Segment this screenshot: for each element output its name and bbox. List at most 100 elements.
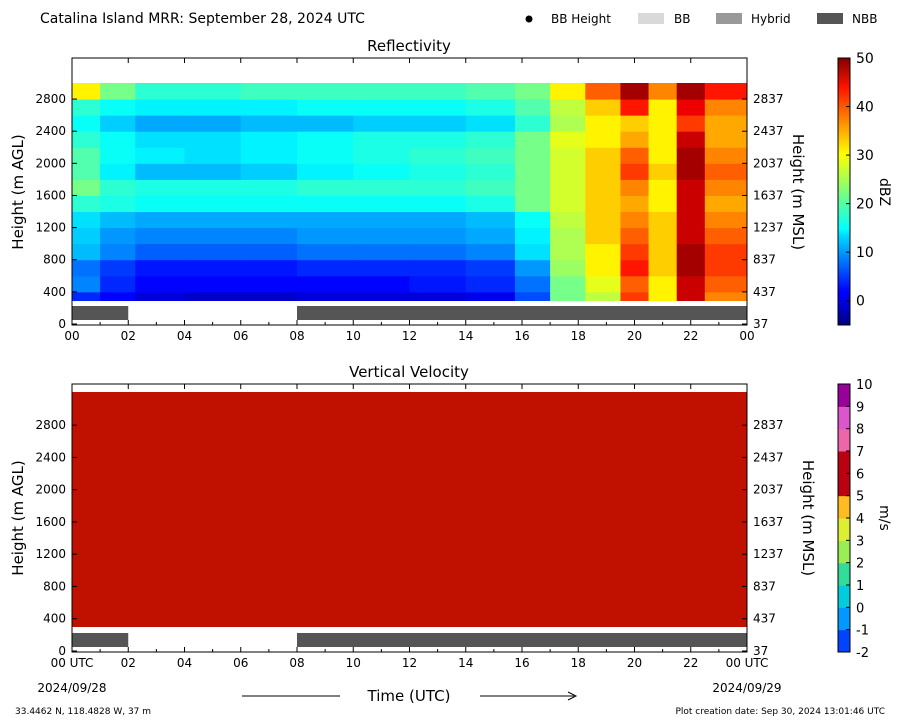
y-tick-label: 2400 [35,124,66,138]
heatmap-cell [550,147,586,164]
x-tick-label: 22 [683,329,698,343]
legend-bb-height-marker [525,15,533,23]
heatmap-cell [409,275,467,293]
heatmap-cell [240,179,298,196]
heatmap-cell [100,147,136,164]
colorbar-tick-label: 0 [856,294,865,310]
x-tick-label: 12 [402,656,417,670]
y-tick-label: 1600 [35,188,66,202]
heatmap-cell [240,115,298,132]
x-tick-label: 14 [458,656,473,670]
heatmap-cell [648,83,678,100]
heatmap-cell [704,179,747,196]
heatmap-cell [240,291,298,301]
heatmap-cell [648,275,678,293]
heatmap-cell [514,291,551,301]
y-tick-label-right: 1637 [753,515,784,529]
heatmap-cell [72,163,101,180]
heatmap-cell [72,99,101,116]
station-location: 33.4462 N, 118.4828 W, 37 m [15,707,151,717]
heatmap-cell [676,227,706,245]
heatmap-cell [585,115,621,132]
heatmap-cell [620,115,650,132]
x-tick-label: 00 UTC [726,656,769,670]
heatmap-cell [184,211,242,229]
colorbar-tick-label: 7 [856,445,864,460]
heatmap-cell [585,227,621,245]
x-tick-label: 16 [514,329,529,343]
colorbar-band [838,506,850,519]
heatmap-cell [648,227,678,245]
heatmap-cell [704,275,747,293]
heatmap-cell [648,115,678,132]
heatmap-cell [465,115,516,132]
x-tick-label: 20 [627,656,642,670]
heatmap-cell [240,163,298,180]
y-tick-label-right: 837 [753,579,776,593]
heatmap-cell [184,195,242,213]
colorbar-band [838,495,850,508]
heatmap-cell [135,259,185,277]
heatmap-cell [465,211,516,229]
heatmap-cell [353,227,410,245]
heatmap-cell [72,131,101,148]
heatmap-cell [409,195,467,213]
heatmap-cell [297,211,354,229]
heatmap-cell [240,227,298,245]
y-tick-label-right: 437 [753,612,776,626]
heatmap-cell [135,83,185,100]
heatmap-cell [184,243,242,261]
start-date: 2024/09/28 [37,681,106,695]
y-tick-label: 400 [43,612,66,626]
heatmap-cell [72,211,101,229]
heatmap-cell [184,131,242,148]
y-tick-label-right: 2437 [753,124,784,138]
heatmap-cell [297,115,354,132]
heatmap-cell [585,259,621,277]
velocity-ylabel-right: Height (m MSL) [799,460,817,576]
heatmap-cell [72,195,101,213]
heatmap-cell [514,259,551,277]
heatmap-cell [240,211,298,229]
figure-title: Catalina Island MRR: September 28, 2024 … [40,11,365,27]
plot-creation-date: Plot creation date: Sep 30, 2024 13:01:4… [675,707,885,717]
heatmap-cell [240,83,298,100]
y-tick-label: 800 [43,579,66,593]
heatmap-cell [409,131,467,148]
y-tick-label: 1600 [35,515,66,529]
heatmap-cell [676,195,706,213]
heatmap-cell [409,83,467,100]
heatmap-cell [620,99,650,116]
heatmap-cell [550,275,586,293]
heatmap-cell [100,163,136,180]
reflectivity-bright-band-bar [72,306,747,320]
velocity-colorbar [837,383,851,653]
heatmap-cell [100,115,136,132]
heatmap-cell [409,115,467,132]
heatmap-cell [704,243,747,261]
velocity-colorbar-ticks: -2 -1 0 1 2 3 4 5 6 7 8 9 10 [846,378,873,661]
heatmap-cell [240,99,298,116]
end-date: 2024/09/29 [712,681,781,695]
time-arrow-head [567,691,578,701]
x-tick-label: 08 [289,656,304,670]
heatmap-cell [676,243,706,261]
y-tick-label-right: 1237 [753,547,784,561]
heatmap-cell [676,259,706,277]
heatmap-cell [297,291,354,301]
colorbar-tick-label: 5 [856,490,864,505]
colorbar-band [838,518,850,530]
heatmap-cell [620,195,650,213]
heatmap-cell [620,83,650,100]
heatmap-cell [465,227,516,245]
heatmap-cell [100,227,136,245]
colorbar-band [838,439,850,452]
heatmap-cell [297,227,354,245]
heatmap-cell [676,83,706,100]
heatmap-cell [353,259,410,277]
heatmap-cell [620,163,650,180]
x-tick-label: 22 [683,656,698,670]
heatmap-cell [184,227,242,245]
heatmap-cell [704,147,747,164]
